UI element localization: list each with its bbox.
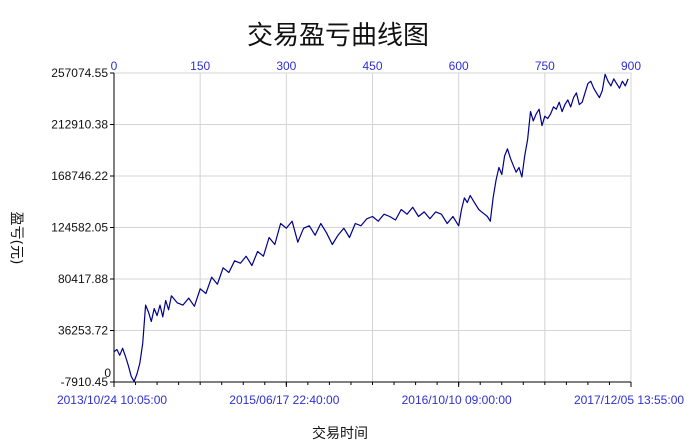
top-tick-label: 150: [190, 59, 210, 73]
series-layer: [113, 73, 629, 383]
bottom-tick-label: 2013/10/24 10:05:00: [57, 393, 167, 407]
y-tick-label: 80417.88: [58, 272, 108, 286]
top-tick-label: 0: [111, 59, 118, 73]
tick-labels: 257074.55 212910.38 168746.22 124582.05 8041…: [51, 59, 684, 407]
top-tick-label: 300: [276, 59, 296, 73]
x-axis-label: 交易时间: [312, 425, 368, 442]
bottom-tick-label: 2017/12/05 13:55:00: [574, 393, 684, 407]
chart-title: 交易盈亏曲线图: [247, 21, 429, 51]
y-tick-label: 124582.05: [51, 221, 108, 235]
y-tick-label: -7910.45: [61, 375, 109, 389]
top-tick-label: 900: [621, 59, 641, 73]
grid-lines: [113, 72, 632, 383]
series-line-0: [113, 73, 629, 383]
y-tick-label: 36253.72: [58, 324, 108, 338]
axes: [110, 72, 632, 387]
bottom-tick-label: 2016/10/10 09:00:00: [402, 393, 512, 407]
y-axis-label: 盈亏(元): [8, 212, 24, 265]
y-tick-label: 168746.22: [51, 169, 108, 183]
top-tick-label: 600: [449, 59, 469, 73]
bottom-tick-label: 2015/06/17 22:40:00: [229, 393, 339, 407]
y-zero-label: 0: [104, 366, 111, 380]
y-tick-label: 257074.55: [51, 66, 108, 80]
top-tick-label: 450: [362, 59, 382, 73]
y-tick-label: 212910.38: [51, 118, 108, 132]
top-tick-label: 750: [535, 59, 555, 73]
